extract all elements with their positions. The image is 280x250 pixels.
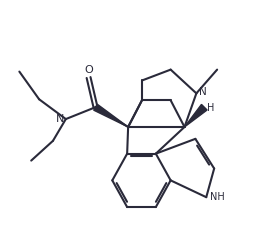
Text: O: O [84, 64, 93, 74]
Polygon shape [94, 105, 128, 128]
Text: N: N [199, 87, 207, 97]
Text: NH: NH [210, 192, 225, 202]
Text: N: N [55, 114, 64, 124]
Polygon shape [185, 105, 207, 128]
Text: H: H [207, 103, 215, 113]
